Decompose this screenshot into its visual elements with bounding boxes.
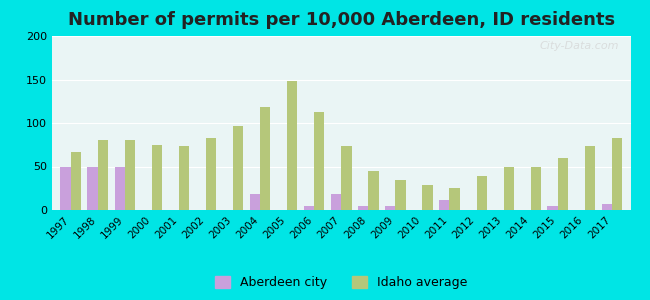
Bar <box>450 188 460 210</box>
Bar <box>304 206 314 210</box>
Bar <box>341 146 352 210</box>
Bar <box>601 204 612 210</box>
Bar <box>331 194 341 210</box>
Bar <box>612 138 622 210</box>
Bar <box>476 176 487 210</box>
Text: City-Data.com: City-Data.com <box>540 41 619 51</box>
Bar <box>287 81 298 210</box>
Bar <box>358 206 369 210</box>
Bar <box>530 167 541 210</box>
Bar <box>558 158 568 210</box>
Title: Number of permits per 10,000 Aberdeen, ID residents: Number of permits per 10,000 Aberdeen, I… <box>68 11 615 29</box>
Bar <box>385 206 395 210</box>
Bar <box>585 146 595 210</box>
Bar <box>206 138 216 210</box>
Bar <box>260 107 270 210</box>
Bar <box>125 140 135 210</box>
Bar <box>250 194 260 210</box>
Bar <box>233 126 243 210</box>
Bar <box>369 171 378 210</box>
Bar <box>395 180 406 210</box>
Bar <box>114 167 125 210</box>
Bar <box>504 167 514 210</box>
Bar <box>547 206 558 210</box>
Bar <box>422 185 433 210</box>
Legend: Aberdeen city, Idaho average: Aberdeen city, Idaho average <box>210 271 473 294</box>
Bar <box>71 152 81 210</box>
Bar <box>439 200 450 210</box>
Bar <box>314 112 324 210</box>
Bar <box>60 167 71 210</box>
Bar <box>98 140 108 210</box>
Bar <box>179 146 189 210</box>
Bar <box>88 167 97 210</box>
Bar <box>152 145 162 210</box>
